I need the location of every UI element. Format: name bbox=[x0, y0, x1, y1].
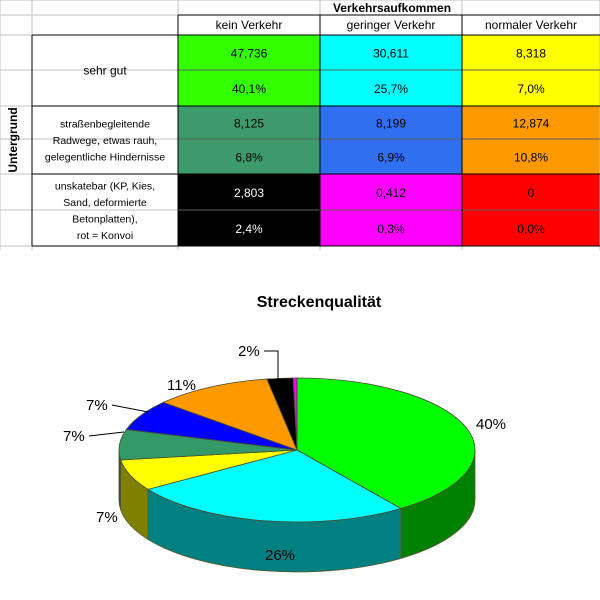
row-group-label: Radwege, etwas rauh, bbox=[53, 135, 157, 147]
table-cell-value: 0,412 bbox=[376, 186, 406, 200]
pie-label: 26% bbox=[265, 547, 295, 564]
table-cell-value: 2,803 bbox=[234, 186, 264, 200]
table-cell-bg bbox=[320, 139, 462, 174]
pie-slice bbox=[120, 449, 298, 490]
table-cell-bg bbox=[462, 139, 600, 174]
table-cell-bg bbox=[320, 174, 462, 210]
leader-line bbox=[111, 404, 149, 413]
row-group-label: rot = Konvoi bbox=[77, 230, 133, 242]
row-axis-label: Untergrund bbox=[6, 107, 20, 172]
table-cell-bg bbox=[178, 210, 320, 246]
table-cell-bg bbox=[462, 106, 600, 139]
table-cell-value: 0,0% bbox=[517, 222, 545, 236]
table-cell-value: 7,0% bbox=[517, 82, 545, 96]
pie-slice-side bbox=[147, 488, 402, 573]
table-cell-value: 0,3% bbox=[377, 222, 405, 236]
table-cell-value: 12,874 bbox=[513, 117, 550, 131]
table-cell-value: 40,1% bbox=[232, 82, 266, 96]
table-cell-bg bbox=[462, 70, 600, 106]
table-cell-bg bbox=[178, 174, 320, 210]
table-cell-bg bbox=[462, 35, 600, 70]
table-cell-value: 8,199 bbox=[376, 117, 406, 131]
table-cell-value: 2,4% bbox=[235, 222, 263, 236]
row-group-label: gelegentliche Hindernisse bbox=[45, 152, 165, 164]
table-cell-bg bbox=[178, 70, 320, 106]
pie-slice-side bbox=[118, 449, 122, 511]
table-cell-bg bbox=[320, 35, 462, 70]
table-cell-bg bbox=[462, 210, 600, 246]
table-cell-bg bbox=[320, 210, 462, 246]
table-cell-bg bbox=[462, 174, 600, 210]
column-header: normaler Verkehr bbox=[485, 18, 577, 32]
pie-label: 40% bbox=[476, 416, 506, 433]
pie-slice bbox=[146, 449, 402, 523]
pie-slice bbox=[118, 429, 298, 461]
table-cell-bg bbox=[178, 139, 320, 174]
table-cell-bg bbox=[178, 106, 320, 139]
table-cell-value: 30,611 bbox=[373, 47, 409, 61]
row-group-label: Sand, deformierte bbox=[63, 197, 147, 209]
table-header: Verkehrsaufkommen bbox=[333, 1, 451, 15]
table-cell-value: 10,8% bbox=[514, 151, 548, 165]
pie-slice-side bbox=[400, 449, 476, 560]
row-group-label: unskatebar (KP, Kies, bbox=[55, 180, 155, 192]
chart-title: Streckenqualität bbox=[257, 294, 382, 311]
pie-label: 7% bbox=[96, 509, 118, 526]
table-cell-value: 6,8% bbox=[235, 151, 263, 165]
pie-slice bbox=[266, 377, 298, 451]
pie-label: 11% bbox=[167, 377, 196, 394]
table-cell-value: 25,7% bbox=[374, 82, 408, 96]
column-header: geringer Verkehr bbox=[347, 18, 436, 32]
pie-label: 2% bbox=[238, 343, 260, 360]
pie-label: 7% bbox=[63, 428, 85, 445]
column-header: kein Verkehr bbox=[216, 18, 283, 32]
pie-label: 7% bbox=[86, 397, 108, 414]
pie-slice bbox=[125, 401, 298, 451]
table-cell-value: 6,9% bbox=[377, 151, 405, 165]
table-cell-value: 8,125 bbox=[234, 117, 264, 131]
row-group-label: straßenbegleitende bbox=[60, 119, 150, 131]
leader-line bbox=[88, 431, 125, 437]
table-cell-bg bbox=[320, 70, 462, 106]
pie-slice-side bbox=[120, 459, 149, 541]
data-table: 47,736 30,611 8,318 40,1% 25,7% 7,0% 8,125 8,19… bbox=[0, 0, 600, 250]
table-cell-bg bbox=[178, 35, 320, 70]
table-cell-value: 0 bbox=[528, 186, 535, 200]
pie-slice bbox=[162, 378, 298, 451]
row-group-label: sehr gut bbox=[83, 64, 127, 78]
pie-slice bbox=[292, 377, 298, 451]
leader-line bbox=[264, 350, 279, 392]
pie-slice bbox=[296, 377, 476, 509]
table-cell-value: 47,736 bbox=[231, 47, 268, 61]
table-cell-value: 8,318 bbox=[516, 47, 546, 61]
row-group-label: Betonplatten), bbox=[72, 213, 137, 225]
table-cell-bg bbox=[320, 106, 462, 139]
